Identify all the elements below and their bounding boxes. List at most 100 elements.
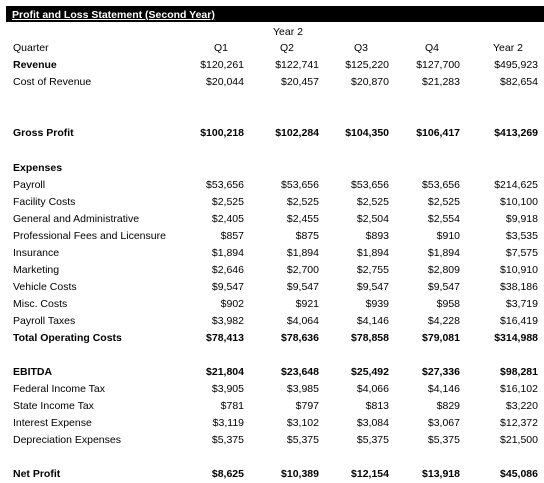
table-row: State Income Tax $781 $797 $813 $829 $3,220 — [0, 398, 544, 415]
table-row: Net Profit $8,625 $10,389 $12,154 $13,918 $45… — [0, 466, 544, 483]
row-value: $78,858 — [351, 332, 389, 344]
row-value: $3,719 — [505, 298, 538, 310]
col-header-q4: Q4 — [424, 42, 439, 54]
statement-title: Profit and Loss Statement (Second Year) — [6, 6, 544, 22]
row-value: $13,918 — [422, 468, 460, 480]
col-header-q2: Q2 — [279, 42, 294, 54]
year-header-row: Year 2 — [0, 24, 544, 41]
row-value: $2,525 — [427, 196, 460, 208]
row-label: Vehicle Costs — [13, 281, 77, 293]
table-row: Misc. Costs $902 $921 $939 $958 $3,719 — [0, 296, 544, 313]
row-value: $893 — [365, 230, 389, 242]
table-row: Facility Costs $2,525 $2,525 $2,525 $2,525 $1… — [0, 194, 544, 211]
row-value: $813 — [365, 400, 389, 412]
row-value: $7,575 — [505, 247, 538, 259]
row-value: $104,350 — [345, 127, 389, 139]
row-value: $21,804 — [206, 366, 244, 378]
row-value: $10,100 — [500, 196, 538, 208]
row-value: $102,284 — [275, 127, 319, 139]
row-label: EBITDA — [13, 366, 53, 378]
row-value: $21,500 — [500, 434, 538, 446]
row-value: $829 — [436, 400, 460, 412]
table-row: Depreciation Expenses $5,375 $5,375 $5,375 $… — [0, 432, 544, 449]
row-label: Revenue — [13, 59, 57, 71]
row-value: $3,982 — [211, 315, 244, 327]
table-row: Professional Fees and Licensure $857 $875 $… — [0, 228, 544, 245]
row-value: $3,119 — [212, 417, 244, 429]
column-header-row: Quarter Q1 Q2 Q3 Q4 Year 2 — [0, 40, 544, 57]
row-value: $1,894 — [286, 247, 319, 259]
row-label: Facility Costs — [13, 196, 76, 208]
quarter-header: Quarter — [13, 42, 49, 54]
row-value: $3,220 — [505, 400, 538, 412]
table-row: Gross Profit $100,218 $102,284 $104,350 $106… — [0, 125, 544, 142]
row-value: $45,086 — [500, 468, 538, 480]
row-value: $25,492 — [351, 366, 389, 378]
row-value: $27,336 — [422, 366, 460, 378]
row-value: $38,186 — [500, 281, 538, 293]
row-value: $910 — [436, 230, 460, 242]
table-row: Interest Expense $3,119 $3,102 $3,084 $3,067… — [0, 415, 544, 432]
row-value: $16,102 — [500, 383, 538, 395]
table-row: Revenue $120,261 $122,741 $125,220 $127,700 $… — [0, 57, 544, 74]
row-value: $122,741 — [275, 59, 319, 71]
row-value: $4,228 — [427, 315, 460, 327]
table-row: Vehicle Costs $9,547 $9,547 $9,547 $9,547 $38… — [0, 279, 544, 296]
row-value: $16,419 — [500, 315, 538, 327]
row-value: $53,656 — [281, 179, 319, 191]
row-value: $20,457 — [281, 76, 319, 88]
row-value: $3,535 — [505, 230, 538, 242]
table-row: Payroll Taxes $3,982 $4,064 $4,146 $4,228 $16… — [0, 313, 544, 330]
row-label: Misc. Costs — [13, 298, 68, 310]
row-value: $2,455 — [286, 213, 319, 225]
row-value: $939 — [365, 298, 389, 310]
row-value: $20,044 — [206, 76, 244, 88]
row-value: $1,894 — [427, 247, 460, 259]
col-header-q3: Q3 — [353, 42, 368, 54]
row-value: $53,656 — [206, 179, 244, 191]
row-value: $120,261 — [200, 59, 244, 71]
row-value: $2,646 — [211, 264, 244, 276]
row-value: $2,525 — [211, 196, 244, 208]
row-value: $78,636 — [281, 332, 319, 344]
row-label: Expenses — [13, 162, 63, 174]
row-label: Insurance — [13, 247, 60, 259]
row-value: $3,905 — [211, 383, 244, 395]
row-value: $3,067 — [427, 417, 460, 429]
row-label: Interest Expense — [13, 417, 92, 429]
row-label: Payroll — [13, 179, 46, 191]
row-value: $5,375 — [211, 434, 244, 446]
row-value: $8,625 — [211, 468, 244, 480]
row-value: $125,220 — [345, 59, 389, 71]
row-value: $921 — [295, 298, 319, 310]
table-row: General and Administrative $2,405 $2,455 $2… — [0, 211, 544, 228]
row-value: $958 — [436, 298, 460, 310]
row-value: $2,525 — [286, 196, 319, 208]
row-label: General and Administrative — [13, 213, 140, 225]
row-label: Payroll Taxes — [13, 315, 76, 327]
row-label: Federal Income Tax — [13, 383, 106, 395]
table-row: Payroll $53,656 $53,656 $53,656 $53,656 $214,… — [0, 177, 544, 194]
row-value: $10,389 — [281, 468, 319, 480]
row-value: $53,656 — [422, 179, 460, 191]
row-value: $127,700 — [416, 59, 460, 71]
table-row: Expenses — [0, 160, 544, 177]
row-value: $875 — [295, 230, 319, 242]
row-value: $12,372 — [500, 417, 538, 429]
row-label: Depreciation Expenses — [13, 434, 121, 446]
row-value: $5,375 — [286, 434, 319, 446]
col-header-q1: Q1 — [213, 42, 228, 54]
row-value: $2,554 — [427, 213, 460, 225]
row-value: $797 — [295, 400, 319, 412]
table-row: Federal Income Tax $3,905 $3,985 $4,066 $4,1… — [0, 381, 544, 398]
row-value: $2,700 — [286, 264, 319, 276]
row-value: $21,283 — [422, 76, 460, 88]
table-row: Marketing $2,646 $2,700 $2,755 $2,809 $10,910 — [0, 262, 544, 279]
row-value: $781 — [220, 400, 244, 412]
row-value: $9,547 — [427, 281, 460, 293]
row-value: $902 — [220, 298, 244, 310]
row-value: $4,146 — [356, 315, 389, 327]
row-value: $214,625 — [494, 179, 538, 191]
row-value: $2,525 — [356, 196, 389, 208]
row-value: $4,146 — [427, 383, 460, 395]
